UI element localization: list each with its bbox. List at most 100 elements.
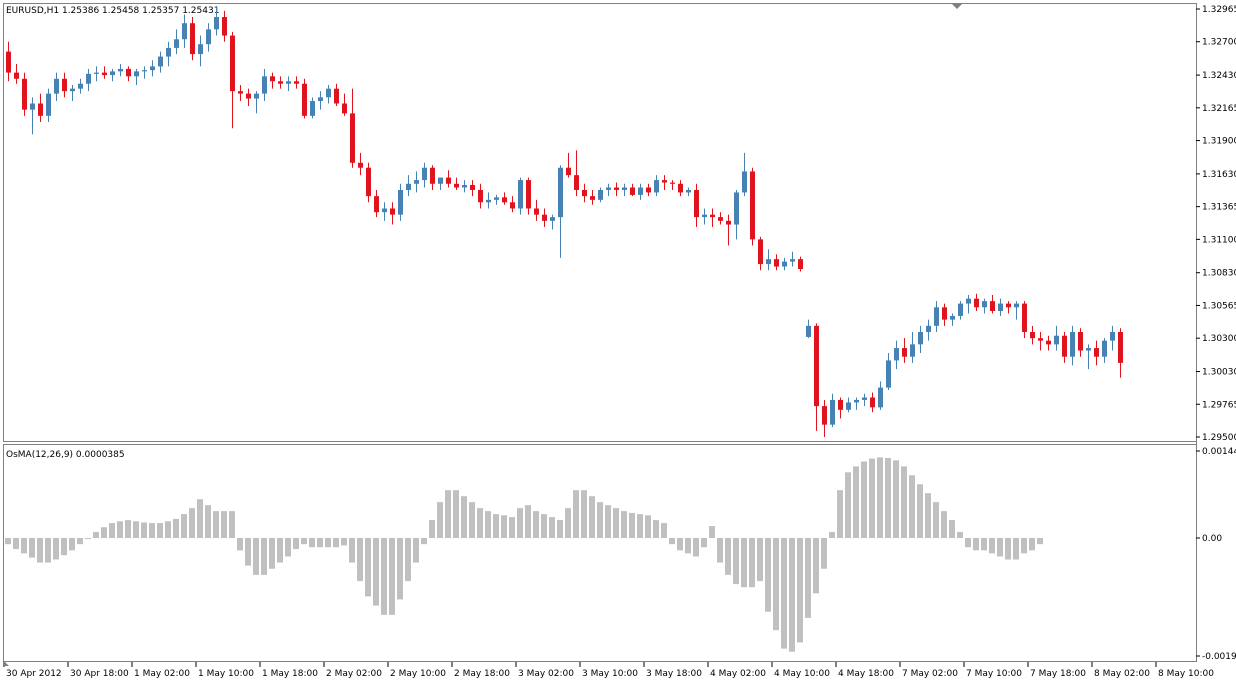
candle-body: [710, 214, 715, 218]
time-tick-label: 1 May 02:00: [134, 669, 190, 679]
osma-bar: [613, 508, 619, 538]
osma-bar: [381, 538, 387, 615]
candle-body: [438, 177, 443, 184]
osma-bar: [125, 520, 131, 538]
osma-bar: [685, 538, 691, 554]
price-tick-label: 1.31100: [1202, 235, 1236, 245]
candle-body: [310, 101, 315, 116]
candle-body: [366, 167, 371, 197]
candle-body: [726, 220, 731, 225]
candle-body: [950, 315, 955, 320]
candle-body: [166, 47, 171, 57]
candle-body: [206, 29, 211, 45]
osma-tick-label: 0.00144: [1202, 447, 1236, 457]
osma-bar: [901, 466, 907, 538]
osma-bar: [701, 538, 707, 548]
osma-bar: [725, 538, 731, 575]
osma-bar: [397, 538, 403, 600]
candle-body: [1030, 332, 1035, 339]
candle-body: [390, 208, 395, 215]
candle-body: [294, 81, 299, 84]
candle-body: [6, 51, 11, 73]
osma-bar: [477, 508, 483, 538]
chart-shift-marker[interactable]: [952, 4, 962, 9]
candle-body: [238, 91, 243, 94]
osma-bar: [661, 523, 667, 538]
osma-bar: [245, 538, 251, 566]
osma-bar: [605, 505, 611, 538]
candle-body: [158, 56, 163, 67]
candle-body: [678, 183, 683, 193]
time-tick-label: 3 May 10:00: [582, 669, 638, 679]
candle-body: [78, 83, 83, 89]
osma-bar: [509, 517, 515, 538]
osma-bar: [1021, 538, 1027, 554]
candle-body: [38, 103, 43, 116]
scroll-corner-marker[interactable]: [3, 660, 9, 666]
osma-bar: [933, 502, 939, 538]
candle-body: [454, 183, 459, 188]
candle-body: [774, 259, 779, 267]
candle-body: [118, 68, 123, 72]
candle-body: [606, 187, 611, 190]
osma-bar: [301, 538, 307, 545]
osma-bar: [21, 538, 27, 554]
candle-body: [1118, 332, 1123, 363]
price-header: EURUSD,H1 1.25386 1.25458 1.25357 1.2543…: [6, 6, 219, 16]
osma-bar: [13, 538, 19, 550]
osma-bar: [117, 521, 123, 538]
candle-body: [1070, 332, 1075, 357]
osma-bar: [941, 511, 947, 538]
osma-bar: [317, 538, 323, 548]
osma-bar: [773, 538, 779, 631]
price-tick-label: 1.30030: [1202, 368, 1236, 378]
candle-body: [622, 187, 627, 190]
osma-bar: [965, 538, 971, 548]
osma-bar: [205, 505, 211, 538]
candle-body: [374, 196, 379, 213]
price-tick-label: 1.30830: [1202, 269, 1236, 279]
osma-bar: [997, 538, 1003, 557]
candle-body: [198, 44, 203, 55]
candle-body: [742, 171, 747, 193]
candle-body: [470, 185, 475, 190]
candle-body: [22, 78, 27, 110]
osma-bar: [693, 538, 699, 557]
candle-body: [1062, 335, 1067, 357]
candle-body: [750, 171, 755, 240]
osma-bar: [29, 538, 35, 558]
candle-body: [670, 182, 675, 184]
osma-bar: [669, 538, 675, 545]
price-tick-label: 1.32430: [1202, 71, 1236, 81]
osma-bar: [917, 484, 923, 538]
candle-body: [798, 259, 803, 270]
candle-body: [246, 93, 251, 99]
candle-body: [318, 97, 323, 102]
osma-bar: [565, 508, 571, 538]
candle-body: [630, 187, 635, 195]
osma-bar: [429, 520, 435, 538]
candle-body: [1094, 348, 1099, 357]
osma-bar: [893, 460, 899, 538]
candle-body: [1038, 338, 1043, 341]
osma-bar: [405, 538, 411, 582]
candle-body: [958, 303, 963, 316]
osma-bar: [197, 499, 203, 538]
candle-body: [998, 303, 1003, 312]
osma-bar: [549, 517, 555, 538]
indicator-header: OsMA(12,26,9) 0.0000385: [6, 450, 125, 460]
osma-bar: [973, 538, 979, 551]
time-axis: 30 Apr 2012 30 Apr 18:00 1 May 02:00 1 May …: [3, 662, 1214, 679]
osma-bar: [285, 538, 291, 557]
osma-bar: [1005, 538, 1011, 560]
osma-bar: [861, 461, 867, 538]
osma-bar: [109, 523, 115, 538]
candle-body: [422, 167, 427, 181]
osma-bar: [589, 496, 595, 538]
candle-body: [126, 68, 131, 77]
osma-bar: [925, 493, 931, 538]
time-tick-label: 4 May 10:00: [774, 669, 830, 679]
osma-bar: [821, 538, 827, 569]
candle-body: [766, 259, 771, 265]
price-tick-label: 1.32965: [1202, 5, 1236, 15]
